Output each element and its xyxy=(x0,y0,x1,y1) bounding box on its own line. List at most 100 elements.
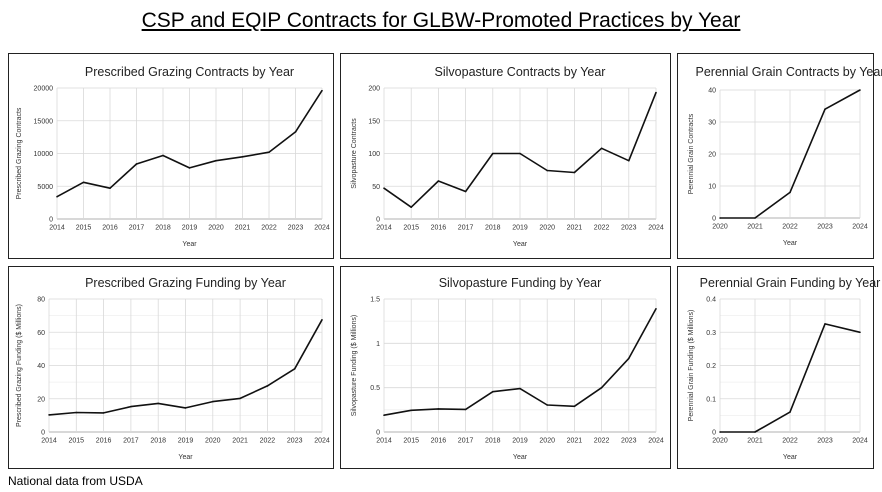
x-tick-label: 2018 xyxy=(155,225,171,232)
x-tick-label: 2019 xyxy=(512,438,528,445)
data-point xyxy=(241,155,244,158)
x-tick-label: 2021 xyxy=(567,438,583,445)
y-axis-label: Silvopasture Funding ($ Millions) xyxy=(351,315,358,417)
data-point xyxy=(492,152,494,155)
data-point xyxy=(519,152,521,155)
x-tick-label: 2019 xyxy=(178,438,194,445)
x-tick-label: 2015 xyxy=(69,438,85,445)
data-point xyxy=(321,89,323,92)
data-point xyxy=(789,411,791,413)
chart-1: Silvopasture Contracts by Year 0 50 100 150 2… xyxy=(351,65,664,248)
x-tick-label: 2021 xyxy=(232,438,248,445)
y-axis-label: Prescribed Grazing Funding ($ Millions) xyxy=(16,304,23,427)
x-tick-label: 2021 xyxy=(567,225,583,232)
y-tick-label: 80 xyxy=(37,297,45,304)
y-tick-label: 0.4 xyxy=(706,297,716,304)
x-tick-label: 2022 xyxy=(260,438,276,445)
chart-title: Prescribed Grazing Contracts by Year xyxy=(85,65,294,79)
x-tick-label: 2024 xyxy=(648,225,664,232)
data-point xyxy=(628,357,630,360)
x-tick-label: 2022 xyxy=(261,225,277,232)
x-tick-label: 2016 xyxy=(96,438,112,445)
y-tick-label: 10 xyxy=(708,184,716,191)
data-point xyxy=(130,405,132,408)
data-point xyxy=(859,89,861,91)
page-title: CSP and EQIP Contracts for GLBW-Promoted… xyxy=(141,9,741,32)
y-tick-label: 200 xyxy=(368,86,380,93)
data-point xyxy=(410,206,413,209)
x-tick-label: 2021 xyxy=(747,438,763,445)
data-point xyxy=(573,405,576,408)
data-point xyxy=(824,323,826,325)
chart-title: Silvopasture Funding by Year xyxy=(439,276,602,290)
data-point xyxy=(109,187,111,190)
data-point xyxy=(859,331,861,334)
data-point xyxy=(184,407,187,409)
x-axis-label: Year xyxy=(513,454,528,461)
x-tick-label: 2024 xyxy=(852,224,868,231)
x-tick-label: 2014 xyxy=(376,225,392,232)
x-tick-label: 2024 xyxy=(314,225,330,232)
x-tick-label: 2016 xyxy=(431,438,447,445)
y-tick-label: 15000 xyxy=(34,118,54,125)
data-point xyxy=(48,414,50,416)
x-tick-label: 2017 xyxy=(458,225,474,232)
data-point xyxy=(789,191,791,194)
x-tick-label: 2019 xyxy=(512,225,528,232)
x-tick-label: 2021 xyxy=(747,224,763,231)
data-point xyxy=(239,397,241,400)
data-point xyxy=(266,385,269,387)
data-point xyxy=(600,386,603,389)
y-tick-label: 20000 xyxy=(34,86,54,93)
data-point xyxy=(215,159,217,162)
chart-3: Prescribed Grazing Funding by Year 0 20 40 6… xyxy=(16,276,330,461)
data-point xyxy=(293,368,296,370)
data-point xyxy=(546,169,548,172)
data-point xyxy=(754,431,756,433)
panel-perennial-funding xyxy=(677,266,874,469)
x-tick-label: 2017 xyxy=(458,438,474,445)
x-axis-label: Year xyxy=(513,241,528,248)
x-tick-label: 2016 xyxy=(102,225,118,232)
data-point xyxy=(464,408,467,411)
data-point xyxy=(135,163,138,165)
chart-title: Perennial Grain Funding by Year xyxy=(700,276,881,290)
x-tick-label: 2023 xyxy=(621,225,637,232)
x-tick-label: 2023 xyxy=(287,438,303,445)
panel-grazing-contracts xyxy=(8,53,334,259)
y-tick-label: 0 xyxy=(712,216,716,223)
x-tick-label: 2018 xyxy=(485,225,501,232)
y-tick-label: 0 xyxy=(41,430,45,437)
x-tick-label: 2020 xyxy=(539,225,555,232)
data-point xyxy=(492,390,494,393)
data-point xyxy=(188,167,191,169)
chart-title: Prescribed Grazing Funding by Year xyxy=(85,276,286,290)
x-tick-label: 2020 xyxy=(539,438,555,445)
chart-title: Silvopasture Contracts by Year xyxy=(435,65,606,79)
x-tick-label: 2022 xyxy=(594,438,610,445)
y-tick-label: 0 xyxy=(376,430,380,437)
data-point xyxy=(719,431,721,433)
data-point xyxy=(102,412,105,414)
x-tick-label: 2021 xyxy=(235,225,251,232)
data-point xyxy=(75,411,78,414)
x-tick-label: 2015 xyxy=(76,225,92,232)
chart-0: Prescribed Grazing Contracts by Year 0 500… xyxy=(16,65,330,248)
panel-silvopasture-contracts xyxy=(340,53,671,259)
chart-title: Perennial Grain Contracts by Year xyxy=(696,65,882,79)
data-point xyxy=(410,409,413,412)
y-tick-label: 1.5 xyxy=(370,297,380,304)
x-tick-label: 2016 xyxy=(431,225,447,232)
chart-5: Perennial Grain Funding by Year 0 0.1 0.2 0.… xyxy=(688,276,880,461)
y-tick-label: 0.5 xyxy=(370,385,380,392)
y-tick-label: 20 xyxy=(708,152,716,159)
x-tick-label: 2015 xyxy=(403,225,419,232)
x-axis-label: Year xyxy=(182,241,197,248)
x-tick-label: 2015 xyxy=(403,438,419,445)
data-point xyxy=(56,195,58,198)
data-point xyxy=(628,159,630,162)
y-tick-label: 1 xyxy=(376,341,380,348)
panel-grazing-funding xyxy=(8,266,334,469)
x-tick-label: 2023 xyxy=(817,438,833,445)
